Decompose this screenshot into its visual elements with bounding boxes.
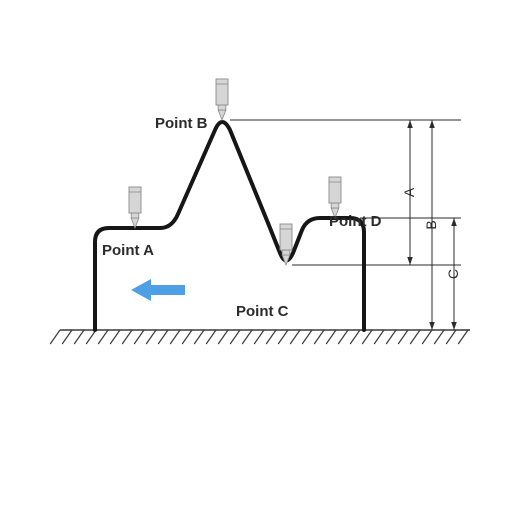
label-point-D: Point D: [329, 213, 382, 230]
label-point-A: Point A: [102, 242, 154, 259]
dimension-label: C: [445, 269, 461, 279]
dimension-C: C: [445, 218, 461, 330]
dimension-B: B: [423, 120, 439, 330]
dimension-A: A: [401, 120, 417, 265]
ground-hatch: [50, 330, 468, 344]
dimension-label: A: [401, 187, 417, 197]
probe-B: [216, 79, 228, 120]
dimension-label: B: [423, 220, 439, 229]
label-point-C: Point C: [236, 303, 289, 320]
direction-arrow: [131, 279, 185, 301]
probe-D: [329, 177, 341, 218]
label-point-B: Point B: [155, 115, 208, 132]
probe-A: [129, 187, 141, 228]
